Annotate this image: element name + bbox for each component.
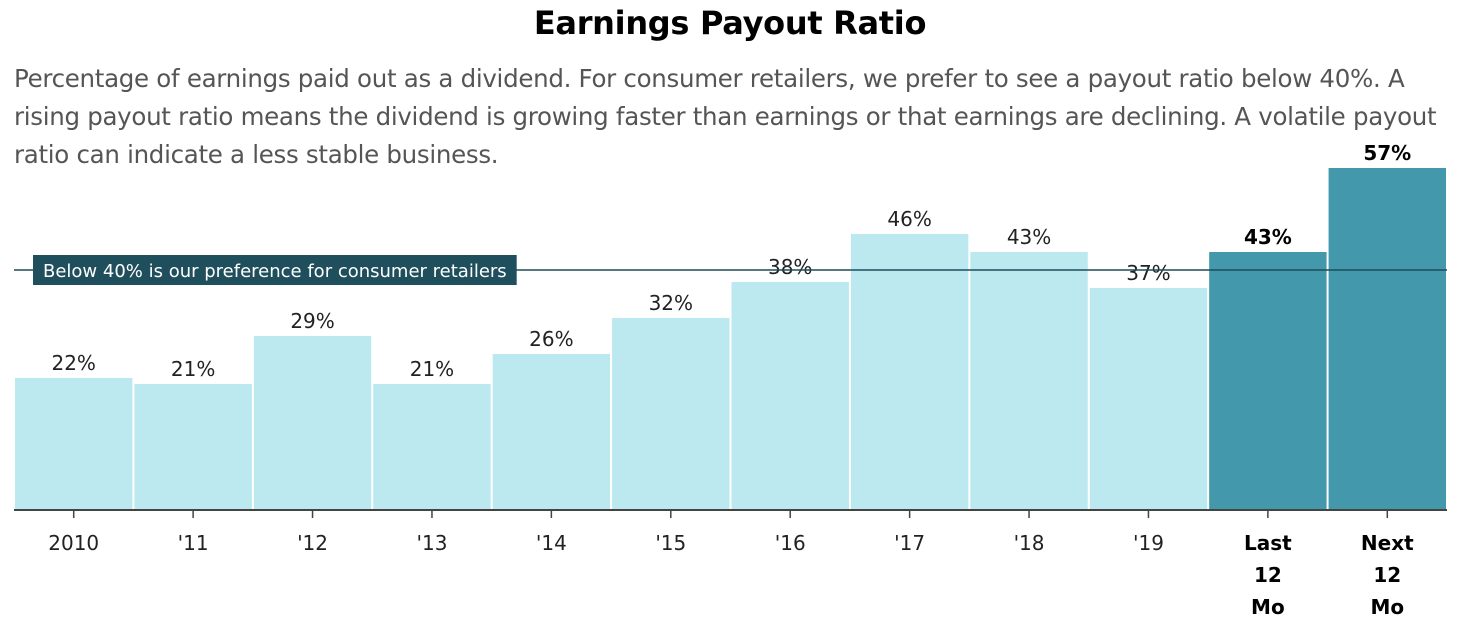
x-label-1: '11 [178,531,209,555]
value-label-9: 37% [1126,261,1170,285]
x-label-9-line-0: '19 [1133,531,1164,555]
value-label-4: 26% [529,327,573,351]
x-label-0: 2010 [48,531,99,555]
bar-6 [731,282,849,510]
reference-label-background [33,255,517,285]
x-label-2: '12 [297,531,328,555]
bars-group [15,168,1446,510]
x-label-11-line-2: Mo [1370,595,1404,619]
bar-0 [15,378,133,510]
chart-description: Percentage of earnings paid out as a div… [14,64,1437,169]
chart-title: Earnings Payout Ratio [533,4,927,42]
reference-label: Below 40% is our preference for consumer… [43,261,507,282]
bar-7 [850,234,969,510]
x-label-7: '17 [894,531,925,555]
value-label-11: 57% [1363,141,1411,165]
x-label-10-line-1: 12 [1254,563,1282,587]
x-label-0-line-0: 2010 [48,531,99,555]
x-labels-group: 2010'11'12'13'14'15'16'17'18'19 Last 12 MoN… [48,531,1414,619]
x-label-3-line-0: '13 [416,531,447,555]
value-label-8: 43% [1007,225,1051,249]
bar-9 [1089,288,1208,510]
value-label-5: 32% [649,291,693,315]
x-label-6: '16 [775,531,806,555]
bar-3 [373,384,491,510]
bar-4 [492,354,611,510]
value-label-1: 21% [171,357,215,381]
value-label-3: 21% [410,357,454,381]
value-label-2: 29% [290,309,334,333]
x-ticks-group [72,510,1389,518]
x-label-11-line-0: Next [1361,531,1414,555]
x-label-10: Last 12 Mo [1244,531,1292,619]
x-label-5: '15 [655,531,686,555]
x-label-8: '18 [1014,531,1045,555]
x-label-1-line-0: '11 [178,531,209,555]
value-label-0: 22% [51,351,95,375]
bar-11 [1328,168,1446,510]
x-label-10-line-2: Mo [1251,595,1285,619]
value-label-10: 43% [1244,225,1292,249]
x-label-6-line-0: '16 [775,531,806,555]
x-label-3: '13 [416,531,447,555]
bar-1 [134,384,252,510]
x-label-9: '19 [1133,531,1164,555]
x-label-8-line-0: '18 [1014,531,1045,555]
x-label-11-line-1: 12 [1373,563,1401,587]
bar-8 [970,252,1088,510]
x-label-7-line-0: '17 [894,531,925,555]
bar-5 [612,318,730,510]
value-labels-group: 22% 21% 29% 21% 26% 32% 38% 46% 43% 37% 43% 57% [51,141,1411,381]
x-label-5-line-0: '15 [655,531,686,555]
x-label-4-line-0: '14 [536,531,567,555]
x-label-4: '14 [536,531,567,555]
value-label-7: 46% [887,207,931,231]
value-label-6: 38% [768,255,812,279]
x-label-11: Next 12 Mo [1361,531,1414,619]
x-label-2-line-0: '12 [297,531,328,555]
x-label-10-line-0: Last [1244,531,1292,555]
bar-10 [1209,252,1327,510]
bar-2 [253,336,372,510]
